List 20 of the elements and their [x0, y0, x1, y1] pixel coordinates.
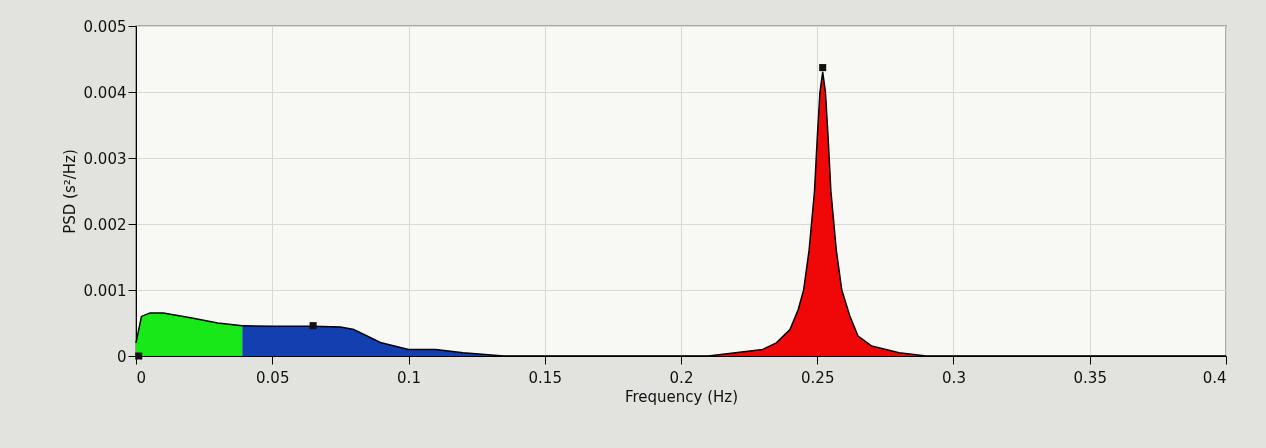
x-tick-label: 0 — [136, 368, 147, 387]
point — [135, 352, 143, 360]
x-tick-label: 0.4 — [1202, 368, 1227, 387]
x-tick-label: 0.1 — [397, 368, 421, 387]
x-axis-title: Frequency (Hz) — [624, 387, 739, 406]
y-tick-label: 0.005 — [83, 17, 127, 36]
x-tick-label: 0.35 — [1073, 368, 1107, 387]
y-tick-label: 0.004 — [83, 83, 127, 102]
y-axis-title: PSD (s²/Hz) — [60, 149, 79, 234]
x-tick-label: 0.25 — [801, 368, 835, 387]
y-tick-label: 0 — [116, 347, 127, 366]
y-tick-label: 0.003 — [83, 149, 127, 168]
y-tick-label: 0.001 — [83, 281, 127, 300]
x-tick-label: 0.05 — [256, 368, 290, 387]
x-tick-label: 0.2 — [669, 368, 694, 387]
x-tick-label: 0.3 — [942, 368, 966, 387]
y-tick-label: 0.002 — [83, 215, 127, 234]
x-tick-label: 0.15 — [528, 368, 562, 387]
point — [819, 64, 827, 72]
point — [309, 322, 317, 330]
